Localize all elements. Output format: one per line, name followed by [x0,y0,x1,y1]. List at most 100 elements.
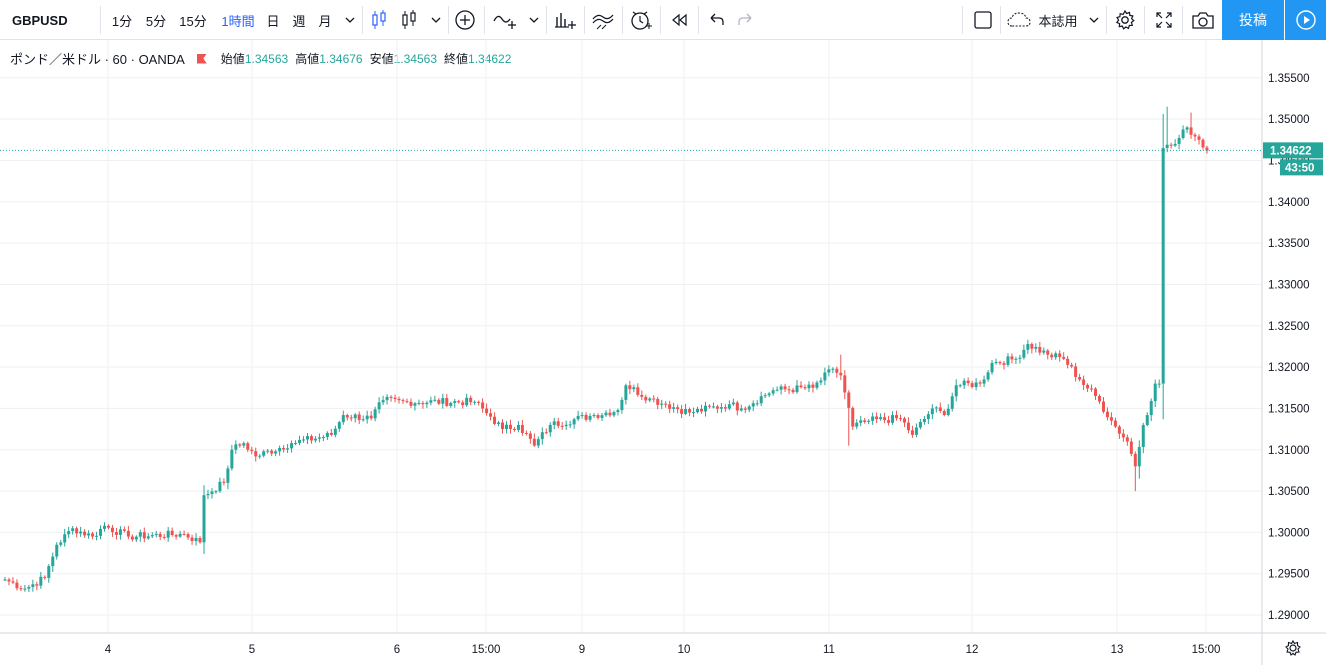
candle-body [397,398,401,401]
candle-body [1022,349,1026,358]
candle-body [246,443,250,450]
divider [660,6,661,34]
play-icon[interactable] [1285,0,1326,40]
interval-1h[interactable]: 1時間 [221,13,255,29]
candle-body [55,544,59,557]
time-tick-label: 13 [1111,644,1124,656]
redo-icon[interactable] [732,0,758,40]
price-axis[interactable]: 1.29000 1.29500 1.30000 1.30500 1.31000 1.315… [1268,73,1310,622]
candle-body [1109,417,1113,421]
candle-body [863,420,867,422]
candles [3,106,1209,593]
chevron-down-icon[interactable] [524,0,544,40]
flag-icon[interactable] [196,53,207,64]
candle-body [799,385,803,388]
candle-body [325,432,329,438]
candle-body [47,566,51,578]
chevron-down-icon[interactable] [426,0,446,40]
interval-5m[interactable]: 5分 [145,13,167,29]
publish-button[interactable]: 投稿 [1222,0,1284,40]
indicators-icon[interactable] [490,0,520,40]
candle-body [1105,411,1109,418]
chevron-down-icon[interactable] [1084,0,1104,40]
candle-body [218,481,222,492]
candle-body [361,419,365,421]
replay-icon[interactable] [666,0,694,40]
candle-body [962,380,966,386]
candle-body [676,407,680,410]
candle-body [1002,363,1006,365]
candle-body [1141,424,1145,448]
candle-body [369,415,373,419]
chart-style-icon[interactable] [398,0,420,40]
candle-body [966,380,970,384]
interval-day[interactable]: 日 [266,13,280,29]
candle-body [226,468,230,483]
candle-body [950,396,954,409]
interval-week[interactable]: 週 [292,13,306,29]
candle-body [954,385,958,397]
compare-add-icon[interactable] [452,0,478,40]
candle-body [512,428,516,430]
candle-body [855,422,859,427]
gear-icon[interactable] [1285,639,1301,656]
candle-body [572,419,576,425]
cloud-icon[interactable] [1006,0,1032,40]
fullscreen-square-icon[interactable] [970,0,996,40]
candle-body [536,439,540,446]
candle-body [110,527,114,533]
candle-body [1050,354,1054,358]
financials-icon[interactable] [550,0,580,40]
candle-body [831,368,835,370]
candle-body [302,439,305,441]
candle-body [707,405,711,407]
interval-1m[interactable]: 1分 [111,13,133,29]
candle-body [576,415,580,420]
candle-body [871,416,875,421]
symbol-search[interactable]: GBPUSD [12,12,68,28]
candle-body [401,400,405,402]
candle-body [891,415,895,423]
candle-body [31,584,35,587]
candle-body [114,532,118,535]
undo-icon[interactable] [704,0,730,40]
candle-body [938,407,942,412]
open-value: 1.34563 [244,51,289,66]
chevron-down-icon[interactable] [340,0,360,40]
candle-body [723,407,727,409]
gear-icon[interactable] [1110,0,1140,40]
candle-body [990,362,994,373]
candle-body [508,424,512,429]
candle-body [138,532,142,537]
templates-icon[interactable] [588,0,618,40]
price-tick-label: 1.31500 [1268,403,1310,415]
expand-icon[interactable] [1150,0,1178,40]
candle-body [640,394,644,397]
candle-body [421,402,425,405]
price-chart[interactable]: 1.29000 1.29500 1.30000 1.30500 1.31000 1.315… [0,40,1326,665]
candle-body [274,451,278,454]
candle-body [106,525,110,528]
layout-name[interactable]: 本誌用 [1038,13,1078,29]
candle-body [1101,401,1105,412]
interval-month[interactable]: 月 [318,13,332,29]
candle-body [357,414,361,420]
candle-body [795,385,799,393]
candle-body [19,588,23,590]
candles-icon[interactable] [368,0,390,40]
time-axis[interactable]: 4 5 6 15:00 9 10 11 12 13 15:00 [105,644,1221,656]
divider [484,6,485,34]
candle-body [35,584,39,586]
candle-body [628,385,632,390]
candle-body [158,533,162,537]
divider [698,6,699,34]
candle-body [83,531,87,536]
alert-clock-icon[interactable] [626,0,656,40]
candle-body [150,535,154,537]
candle-body [214,491,218,493]
candle-body [27,586,31,589]
divider [622,6,623,34]
interval-15m[interactable]: 15分 [179,13,207,29]
candle-body [1098,396,1101,402]
camera-icon[interactable] [1188,0,1218,40]
